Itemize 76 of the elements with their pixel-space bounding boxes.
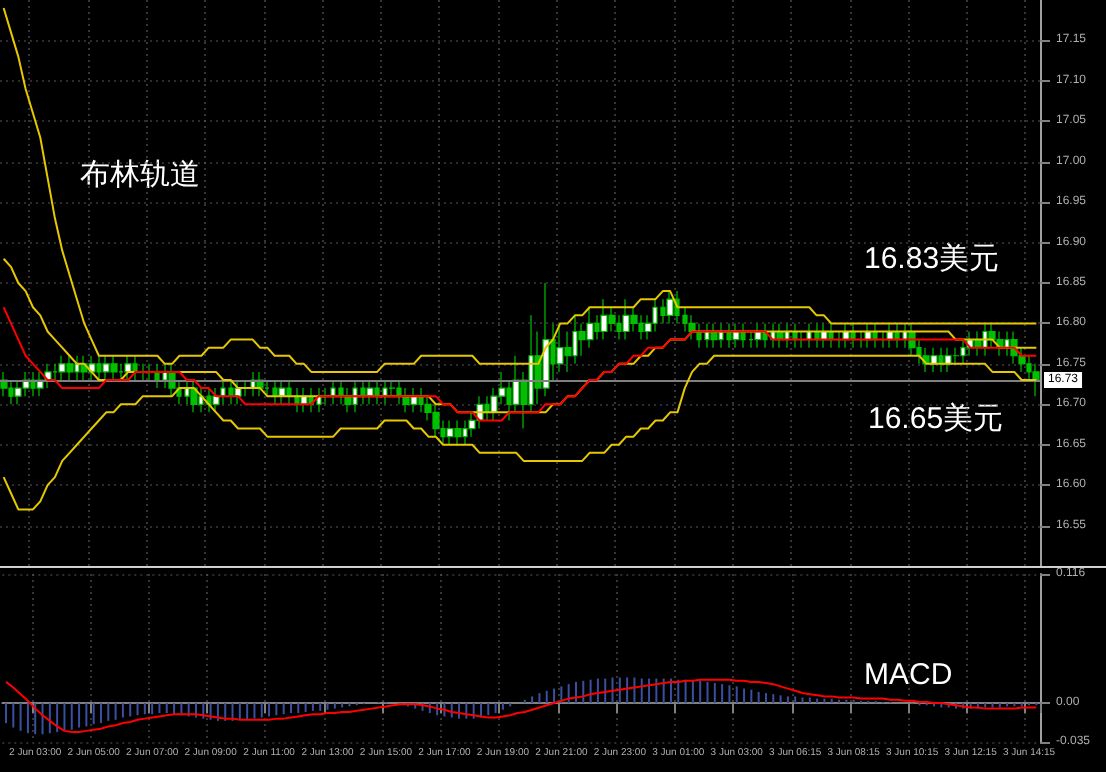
candlestick	[228, 379, 234, 405]
candlestick	[666, 290, 674, 325]
candlestick	[938, 347, 944, 373]
candlestick	[630, 306, 638, 333]
candlestick	[600, 298, 608, 341]
candlestick	[132, 355, 138, 381]
candlestick	[660, 298, 666, 325]
annotation: 布林轨道	[80, 158, 200, 192]
candlestick	[66, 355, 74, 381]
candlestick	[286, 379, 292, 405]
candlestick	[338, 379, 344, 405]
candlestick	[836, 330, 842, 349]
candlestick	[124, 355, 132, 381]
candlestick	[146, 363, 154, 381]
candlestick	[454, 419, 462, 446]
candlestick	[220, 379, 226, 405]
candlestick	[190, 379, 198, 413]
candlestick	[52, 363, 58, 381]
candlestick	[432, 403, 440, 438]
candlestick	[944, 347, 952, 373]
candlestick	[330, 379, 336, 405]
candlestick	[1004, 330, 1010, 357]
annotation: 16.83美元	[864, 242, 1000, 276]
candlestick	[366, 379, 374, 405]
candlestick	[322, 387, 330, 405]
candlestick	[184, 379, 190, 405]
candlestick	[264, 379, 270, 397]
candlestick	[960, 339, 966, 365]
candlestick	[418, 387, 424, 413]
candlestick	[242, 379, 248, 397]
candlestick	[1032, 363, 1040, 397]
candlestick	[858, 330, 864, 349]
candlestick	[8, 379, 14, 405]
candlestick	[930, 347, 938, 373]
annotation: 16.65美元	[868, 402, 1004, 436]
candlestick	[206, 387, 212, 413]
candlestick	[798, 330, 806, 349]
candlestick	[586, 306, 594, 349]
candlestick	[556, 322, 564, 373]
candlestick	[608, 306, 616, 333]
candlestick	[652, 298, 658, 333]
candlestick	[96, 355, 102, 381]
candlestick	[748, 330, 754, 349]
candlestick	[462, 419, 468, 446]
candlestick	[102, 355, 110, 381]
candlestick	[988, 322, 996, 349]
candlestick	[360, 379, 366, 405]
candlestick	[382, 379, 388, 405]
candlestick	[446, 419, 454, 446]
candlestick	[58, 355, 66, 381]
candlestick	[278, 379, 286, 405]
annotation: MACD	[864, 658, 953, 692]
line-series	[2, 354, 1038, 511]
candlestick	[402, 387, 410, 413]
candlestick	[344, 387, 352, 413]
candlestick	[74, 355, 80, 381]
candlestick	[110, 355, 118, 381]
candlestick	[154, 363, 160, 389]
candlestick	[162, 363, 168, 389]
candlestick	[410, 387, 418, 413]
line-series	[2, 7, 1038, 373]
candlestick	[572, 314, 578, 365]
candlestick	[388, 379, 396, 397]
candlestick	[374, 379, 380, 405]
candlestick	[118, 363, 124, 381]
candlestick	[638, 314, 644, 341]
candlestick	[880, 330, 886, 349]
candlestick	[352, 379, 358, 413]
candlestick	[396, 379, 402, 405]
candlestick	[688, 314, 696, 341]
candlestick	[622, 298, 630, 341]
candlestick	[14, 379, 22, 405]
candlestick	[212, 387, 220, 413]
candlestick	[140, 363, 146, 381]
candlestick	[272, 379, 278, 405]
candlestick	[952, 347, 960, 365]
